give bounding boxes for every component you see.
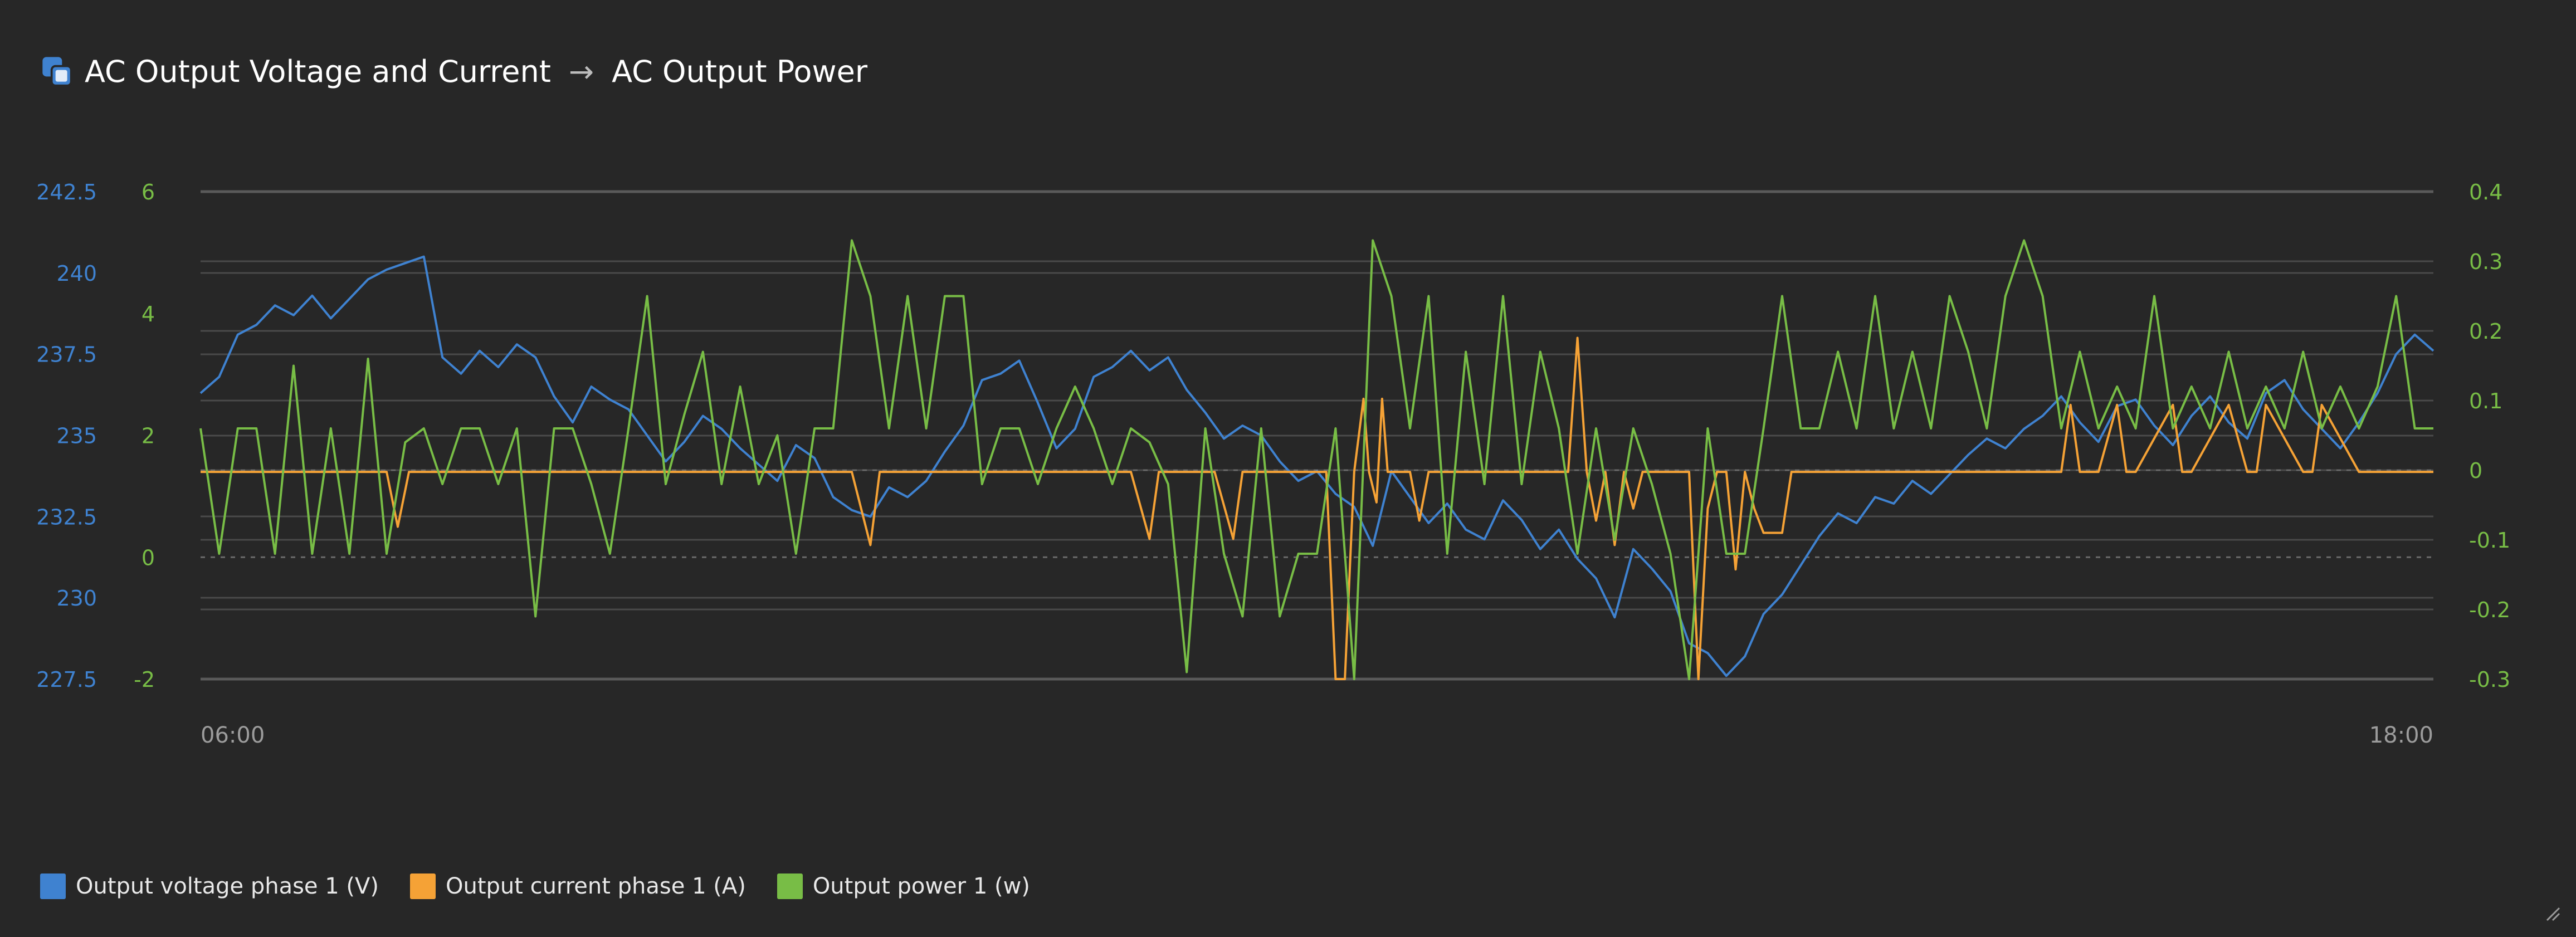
widget-title-primary: AC Output Voltage and Current <box>85 53 551 89</box>
y-tick-label-voltage: 237.5 <box>36 343 97 367</box>
y-tick-label-power: 0.3 <box>2469 250 2502 274</box>
legend-item-voltage[interactable]: Output voltage phase 1 (V) <box>40 873 379 899</box>
legend-swatch <box>777 873 803 899</box>
x-tick-label: 18:00 <box>2369 723 2433 748</box>
y-tick-label-current: 2 <box>142 424 155 448</box>
y-tick-label-voltage: 240 <box>56 261 97 286</box>
y-tick-label-voltage: 235 <box>56 424 97 448</box>
resize-grip-icon[interactable] <box>2544 905 2560 921</box>
legend-label: Output voltage phase 1 (V) <box>76 873 379 899</box>
widget-title-secondary: AC Output Power <box>612 53 868 89</box>
chart-legend: Output voltage phase 1 (V) Output curren… <box>40 871 1030 902</box>
legend-swatch <box>40 873 66 899</box>
dashboard-widget-icon <box>42 57 72 87</box>
legend-item-power[interactable]: Output power 1 (w) <box>777 873 1030 899</box>
y-tick-label-voltage: 227.5 <box>36 667 97 692</box>
legend-swatch <box>409 873 436 899</box>
line-chart[interactable]: 242.5 240 237.5 235 232.5 230 227.5 6 4 2 0 -2 0.4 0.… <box>0 0 2576 780</box>
y-tick-label-power: 0 <box>2469 458 2482 483</box>
legend-label: Output power 1 (w) <box>812 873 1030 899</box>
y-tick-label-voltage: 242.5 <box>36 180 97 204</box>
y-tick-label-voltage: 232.5 <box>36 505 97 529</box>
chart-header: AC Output Voltage and Current → AC Outpu… <box>41 51 867 91</box>
legend-label: Output current phase 1 (A) <box>445 873 746 899</box>
y-tick-label-power: 0.1 <box>2469 389 2502 413</box>
series-lines <box>199 239 2434 680</box>
y-tick-label-power: 0.2 <box>2469 319 2502 344</box>
y-tick-label-power: -0.3 <box>2469 667 2510 692</box>
y-tick-label-voltage: 230 <box>56 586 97 611</box>
x-tick-label: 06:00 <box>201 723 265 748</box>
legend-item-current[interactable]: Output current phase 1 (A) <box>409 873 746 899</box>
y-tick-label-current: 4 <box>142 302 155 326</box>
series-line-3 <box>199 239 2433 680</box>
y-tick-label-current: -2 <box>134 667 155 692</box>
axis-tick-labels: 242.5 240 237.5 235 232.5 230 227.5 6 4 2 0 -2 0.4 0.… <box>36 180 2510 748</box>
y-tick-label-power: 0.4 <box>2469 180 2502 204</box>
y-tick-label-current: 0 <box>142 545 155 570</box>
series-line-2 <box>201 336 2433 680</box>
y-tick-label-power: -0.1 <box>2469 528 2510 553</box>
y-tick-label-power: -0.2 <box>2469 598 2510 622</box>
title-arrow-icon: → <box>568 53 594 89</box>
y-tick-label-current: 6 <box>142 180 155 204</box>
